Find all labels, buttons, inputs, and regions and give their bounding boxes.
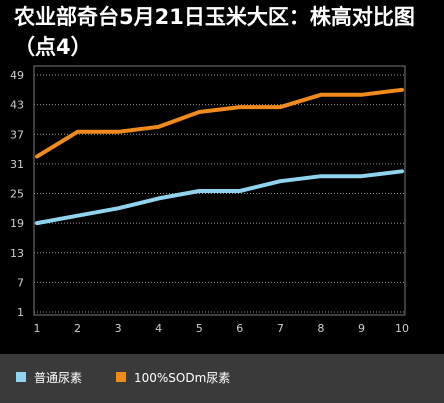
series-1 (35, 169, 404, 226)
legend-label-series-2: 100%SODm尿素 (134, 370, 231, 385)
legend-item-series-2: 100%SODm尿素 (116, 367, 230, 387)
x-tick-label: 2 (74, 322, 81, 335)
plot-frame (33, 65, 406, 316)
y-axis: 1 7 13 19 25 31 37 43 49 (10, 69, 24, 319)
legend-swatch-series-2 (116, 372, 126, 382)
legend-label-series-1: 普通尿素 (34, 370, 83, 385)
x-tick-label: 3 (115, 322, 122, 335)
legend: 普通尿素 100%SODm尿素 (0, 354, 444, 403)
x-axis: 1 2 3 4 5 6 7 8 9 10 (34, 322, 410, 335)
x-tick-label: 9 (358, 322, 365, 335)
y-tick-label: 13 (10, 247, 24, 260)
y-tick-label: 43 (10, 99, 24, 112)
y-tick-label: 37 (10, 128, 24, 141)
legend-swatch-series-1 (16, 372, 26, 382)
legend-item-series-1: 普通尿素 (16, 367, 82, 387)
y-tick-label: 1 (17, 306, 24, 319)
x-tick-label: 4 (155, 322, 162, 335)
x-tick-label: 10 (395, 322, 409, 335)
x-tick-label: 6 (236, 322, 243, 335)
chart-title: 农业部奇台5月21日玉米大区：株高对比图（点4） (14, 5, 415, 59)
series-layer (35, 87, 404, 226)
y-tick-label: 31 (10, 158, 24, 171)
x-tick-label: 7 (277, 322, 284, 335)
series-line-2 (35, 87, 404, 159)
x-tick-label: 8 (317, 322, 324, 335)
x-tick-label: 1 (34, 322, 41, 335)
series-line-1 (35, 169, 404, 226)
grid-layer (34, 74, 405, 313)
y-tick-label: 49 (10, 69, 24, 82)
y-tick-label: 7 (17, 276, 24, 289)
series-2 (35, 87, 404, 159)
y-tick-label: 25 (10, 188, 24, 201)
x-tick-label: 5 (196, 322, 203, 335)
y-tick-label: 19 (10, 217, 24, 230)
